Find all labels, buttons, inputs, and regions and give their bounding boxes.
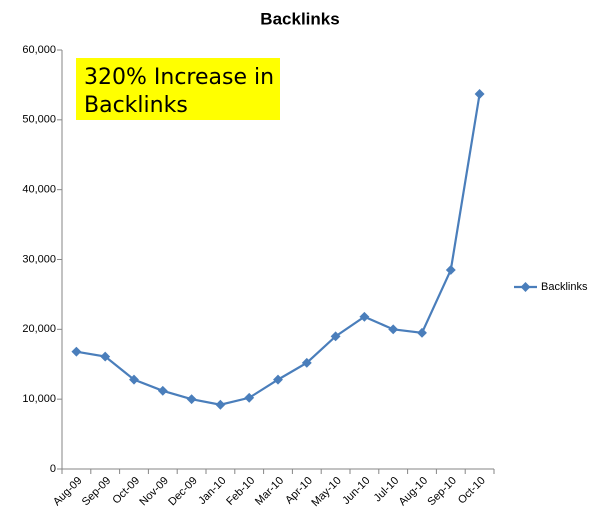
chart-title: Backlinks [260, 9, 339, 28]
y-tick-label: 60,000 [22, 44, 56, 56]
y-tick-label: 50,000 [22, 114, 56, 126]
marker [273, 374, 283, 385]
x-tick-label: Jan-10 [196, 475, 228, 507]
x-tick-label: Nov-09 [137, 475, 171, 509]
marker [301, 357, 312, 368]
marker [417, 327, 427, 338]
x-tick-label: Dec-09 [166, 475, 200, 509]
y-tick-label: 30,000 [22, 253, 56, 265]
line [76, 93, 481, 406]
x-tick-label: Sep-09 [80, 475, 114, 509]
x-tick-label: May-10 [309, 475, 343, 509]
annotation: 320% Increase in Backlinks [76, 58, 280, 120]
marker [474, 89, 485, 99]
x-tick-label: Jun-10 [340, 475, 372, 507]
marker [71, 346, 82, 357]
y-tick-label: 40,000 [22, 184, 56, 196]
marker [244, 392, 255, 403]
marker [129, 374, 139, 385]
y-tick-label: 20,000 [22, 323, 56, 335]
x-tick-label: Aug-09 [51, 475, 85, 509]
y-tick-label: 10,000 [22, 393, 56, 405]
x-tick-label: Sep-10 [425, 475, 459, 509]
marker [215, 399, 226, 410]
legend-label: Backlinks [541, 281, 588, 293]
marker [388, 324, 399, 335]
x-tick-label: Mar-10 [253, 475, 286, 508]
marker [359, 311, 370, 322]
x-tick-label: Aug-10 [397, 475, 431, 509]
legend-marker [520, 282, 531, 292]
x-tick-label: Feb-10 [224, 475, 257, 508]
y-tick-label: 0 [50, 463, 56, 475]
marker [330, 331, 341, 342]
marker [445, 265, 456, 275]
marker [157, 385, 168, 396]
x-tick-label: Oct-10 [456, 475, 488, 507]
marker [186, 394, 197, 405]
x-tick-label: Oct-09 [110, 475, 142, 507]
